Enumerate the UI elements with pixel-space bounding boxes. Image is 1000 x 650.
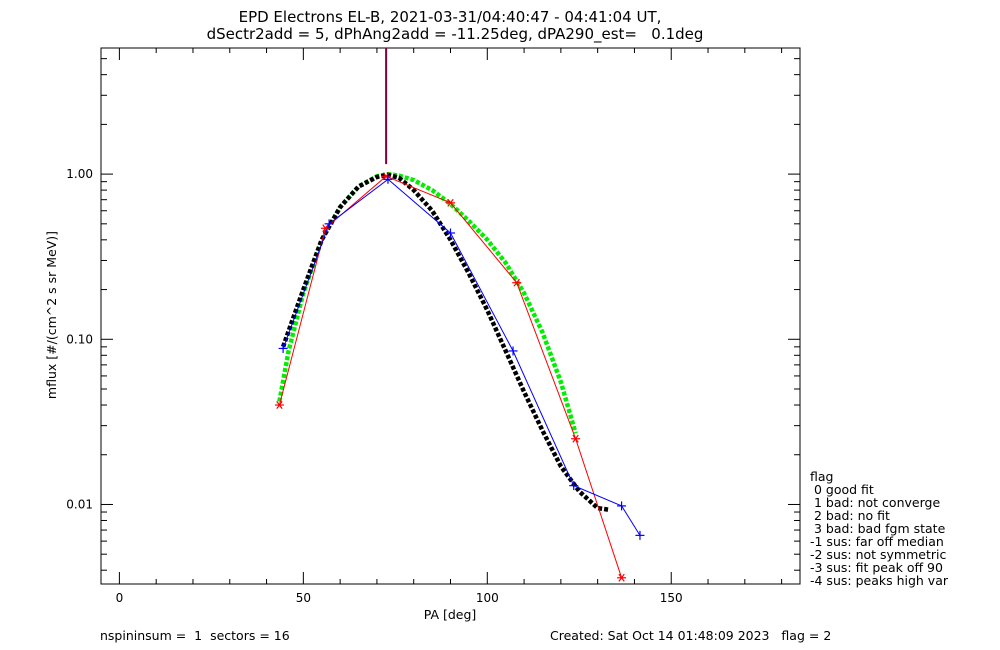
marker-stroke xyxy=(572,434,579,443)
legend-item: 1 bad: not converge xyxy=(810,495,940,510)
red-asterisk-point xyxy=(512,278,522,287)
y-tick-labels: 0.01 0.10 1.00 xyxy=(66,167,93,511)
legend-item: -4 sus: peaks high var xyxy=(810,573,949,588)
chart-subtitle: dSectr2add = 5, dPhAng2add = -11.25deg, … xyxy=(207,25,704,44)
legend-item: -1 sus: far off median xyxy=(810,534,944,549)
x-axis-label: PA [deg] xyxy=(424,607,477,622)
red-asterisk-point xyxy=(617,573,627,582)
marker-stroke xyxy=(618,573,625,582)
red-asterisk-point xyxy=(446,198,455,207)
blue-plus-point xyxy=(383,174,393,184)
marker-stroke xyxy=(322,224,329,233)
footer-left: nspininsum = 1 sectors = 16 xyxy=(100,628,290,643)
flag-legend: flag 0 good fit 1 bad: not converge 2 ba… xyxy=(810,469,949,588)
legend-title: flag xyxy=(810,469,833,484)
marker-stroke xyxy=(276,401,283,409)
plot-frame xyxy=(100,47,801,585)
legend-item: 0 good fit xyxy=(810,482,874,497)
x-tick-label: 0 xyxy=(116,591,124,605)
marker-stroke xyxy=(382,172,390,181)
legend-item: 2 bad: no fit xyxy=(810,508,890,523)
blue-plus-point xyxy=(446,228,455,238)
x-tick-label: 50 xyxy=(296,591,311,605)
marker-stroke xyxy=(447,198,454,207)
blue-plus-point xyxy=(617,501,627,511)
marker-stroke xyxy=(513,278,520,287)
y-tick-label: 1.00 xyxy=(66,167,93,181)
red-asterisk-point xyxy=(571,434,581,443)
blue-plus-point xyxy=(324,219,334,229)
footer-right: Created: Sat Oct 14 01:48:09 2023 flag =… xyxy=(550,628,831,643)
y-tick-label: 0.10 xyxy=(66,332,93,346)
chart-title: EPD Electrons EL-B, 2021-03-31/04:40:47 … xyxy=(239,8,662,26)
legend-item: -3 sus: fit peak off 90 xyxy=(810,560,943,575)
legend-item: -2 sus: not symmetric xyxy=(810,547,946,562)
black-fit-curve xyxy=(280,172,610,512)
x-tick-label: 100 xyxy=(476,591,499,605)
blue-plus-point xyxy=(569,481,579,491)
legend-item: 3 bad: bad fgm state xyxy=(810,521,946,536)
red-asterisk-point xyxy=(320,224,330,233)
axis-ticks xyxy=(101,48,800,584)
green-fit-curve xyxy=(277,171,578,434)
blue-plus-point xyxy=(278,343,288,353)
series-group xyxy=(274,48,645,582)
blue-plus-point xyxy=(635,530,645,540)
x-tick-label: 150 xyxy=(660,591,683,605)
y-tick-label: 0.01 xyxy=(66,497,93,511)
y-axis-label: mflux [#/(cm^2 s sr MeV)] xyxy=(44,231,59,399)
blue-plus-point xyxy=(508,346,518,356)
red-asterisk-point xyxy=(274,401,284,409)
blue-data-line xyxy=(282,178,641,536)
x-tick-labels: 0 50 100 150 xyxy=(116,591,683,605)
